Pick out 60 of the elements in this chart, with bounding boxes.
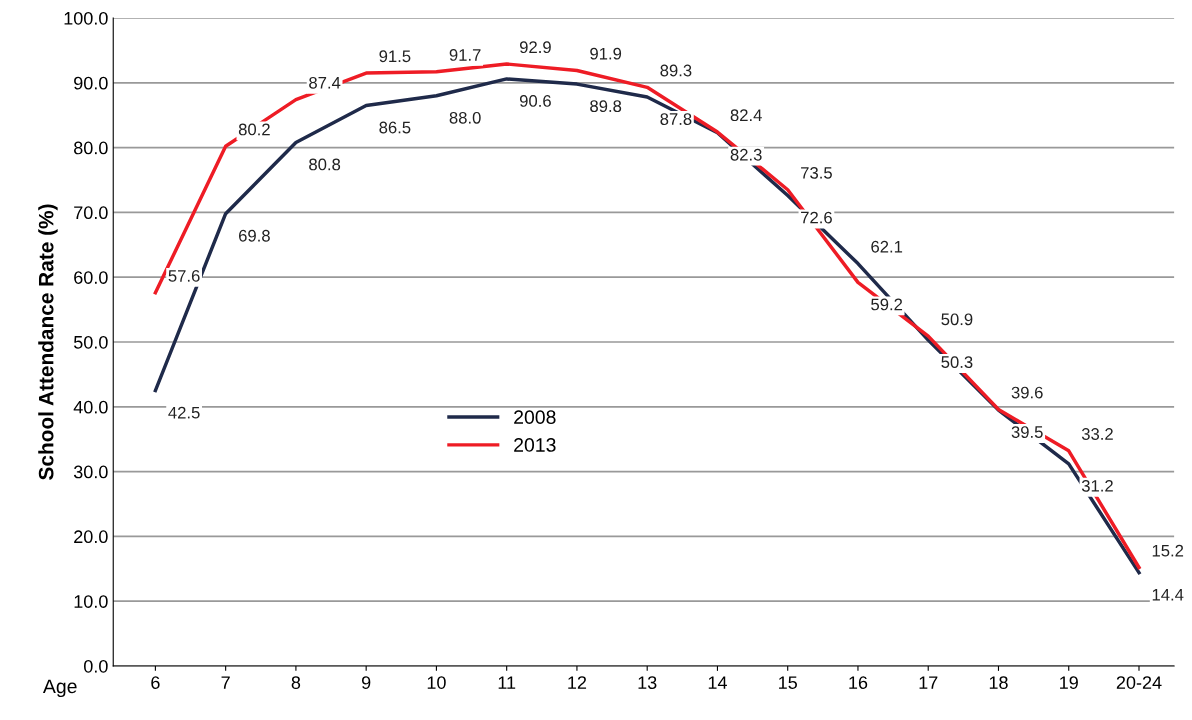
y-tick-label: 80.0 [74,141,108,155]
x-tick-label: 8 [291,676,301,689]
data-label: 33.2 [1081,428,1113,440]
x-tick-label: 19 [1060,676,1078,689]
data-label: 87.8 [660,113,692,125]
data-label: 82.3 [730,148,762,161]
data-label: 62.1 [871,240,903,253]
x-tick-label: 11 [498,676,516,689]
data-label: 59.2 [871,298,903,311]
y-tick-label: 90.0 [74,76,108,90]
data-label: 42.5 [168,406,200,419]
y-tick-label: 10.0 [74,595,108,608]
y-tick-label: 0.0 [83,659,108,673]
data-label: 91.5 [379,50,411,63]
data-label: 14.4 [1152,589,1184,601]
data-label: 31.2 [1081,479,1113,492]
x-tick-label: 20-24 [1116,676,1162,689]
data-label: 82.4 [730,109,762,122]
x-tick-label: 12 [568,676,587,689]
data-label: 86.5 [379,121,411,134]
data-label: 39.6 [1011,386,1043,399]
data-label: 88.0 [449,111,481,124]
data-label: 39.5 [1011,426,1043,438]
data-label: 50.3 [941,356,973,368]
x-tick-label: 9 [361,676,371,689]
data-label: 91.7 [449,49,481,61]
data-label: 73.5 [801,166,832,179]
legend-label: 2013 [514,438,556,452]
y-tick-label: 40.0 [73,400,108,414]
data-label: 89.8 [590,100,622,113]
x-tick-label: 18 [989,676,1008,689]
data-label: 87.4 [309,76,341,89]
y-tick-label: 60.0 [74,271,108,284]
data-label: 89.3 [660,64,692,77]
x-tick-label: 14 [708,676,727,689]
y-tick-label: 70.0 [74,206,108,220]
x-tick-label: 16 [849,676,868,689]
data-label: 50.9 [941,313,973,326]
x-tick-label: 7 [221,676,230,689]
data-label: 92.9 [519,41,551,54]
y-axis-title: School Attendance Rate (%) [38,204,58,480]
data-label: 15.2 [1152,544,1184,557]
data-label: 69.8 [239,229,270,242]
legend-label: 2008 [514,410,556,425]
x-tick-label: 6 [151,676,160,689]
data-label: 80.8 [309,158,341,171]
data-label: 72.6 [801,211,832,224]
x-axis-title: Age [42,679,77,698]
data-label: 57.6 [168,270,200,282]
x-tick-label: 15 [779,676,797,689]
y-tick-label: 50.0 [73,335,108,349]
y-tick-label: 100.0 [64,11,108,25]
data-label: 90.6 [519,95,551,107]
y-tick-label: 30.0 [73,465,108,479]
data-label: 80.2 [238,123,270,136]
y-tick-label: 20.0 [74,530,108,544]
x-tick-label: 10 [427,676,446,689]
x-tick-label: 13 [638,676,657,689]
x-tick-label: 17 [919,676,938,689]
data-label: 91.9 [590,47,622,60]
